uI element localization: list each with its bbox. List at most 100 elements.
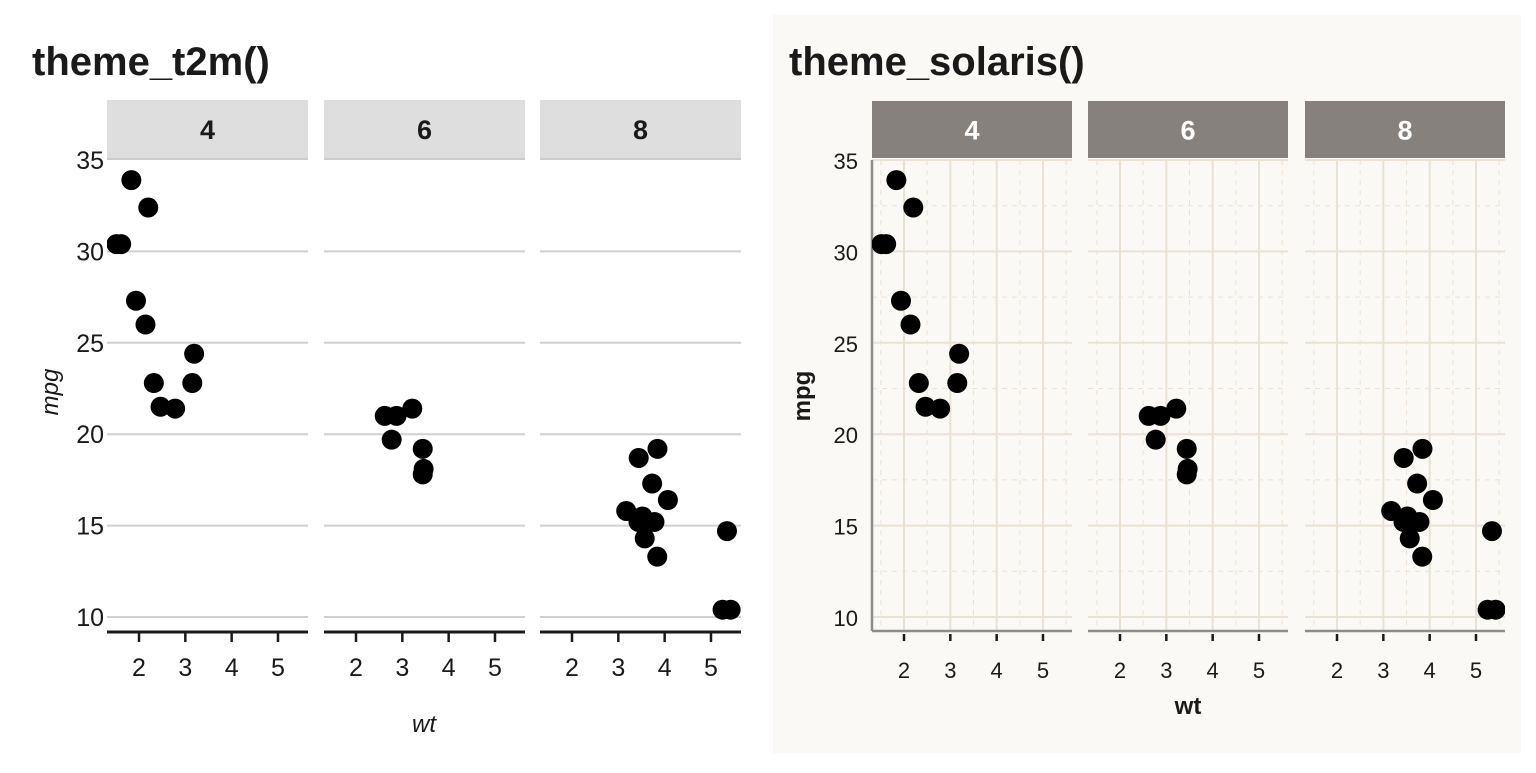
- data-points: [374, 398, 434, 485]
- data-point: [900, 314, 921, 335]
- data-point: [616, 500, 637, 521]
- data-point: [647, 546, 668, 567]
- data-point: [1176, 464, 1197, 485]
- facet-panel-6: 6 2 3 4 5: [1088, 101, 1288, 683]
- data-point: [886, 170, 907, 191]
- data-points: [872, 170, 970, 419]
- data-point: [1176, 438, 1197, 459]
- data-point: [1412, 546, 1433, 567]
- x-tick-label: 4: [225, 654, 239, 682]
- y-axis: 10 15 20 25 30 35: [76, 147, 104, 632]
- data-point: [647, 438, 668, 459]
- x-tick-label: 3: [611, 654, 625, 682]
- data-point: [1399, 515, 1420, 536]
- data-point: [150, 396, 171, 417]
- facet-panel-4: 4 2 3 4 5: [107, 100, 308, 682]
- plot-title: theme_t2m(): [32, 40, 270, 84]
- y-tick-label: 10: [76, 604, 104, 632]
- data-point: [890, 290, 911, 311]
- data-point: [1166, 398, 1187, 419]
- x-tick-label: 2: [565, 654, 579, 682]
- x-axis-title: wt: [1174, 693, 1202, 720]
- data-point: [1381, 500, 1402, 521]
- y-tick-label: 35: [76, 147, 104, 175]
- y-tick-label: 30: [76, 238, 104, 266]
- data-point: [402, 398, 423, 419]
- data-point: [125, 290, 146, 311]
- facet-panels: 4 2 3 4 5 6 2 3 4 5 8 2 3 4 5: [107, 100, 741, 682]
- y-tick-label: 25: [834, 332, 858, 357]
- data-point: [182, 373, 203, 394]
- data-point: [1485, 599, 1505, 620]
- facet-strip-label: 6: [1180, 116, 1195, 146]
- data-point: [386, 405, 407, 426]
- y-axis-title: mpg: [789, 371, 816, 422]
- y-tick-label: 20: [76, 421, 104, 449]
- x-tick-label: 3: [1160, 658, 1172, 683]
- y-axis: 10 15 20 25 30 35: [834, 149, 858, 631]
- facet-strip: [540, 100, 741, 158]
- x-tick-label: 3: [944, 658, 956, 683]
- x-tick-label: 2: [349, 654, 363, 682]
- data-point: [184, 343, 205, 364]
- data-point: [716, 521, 737, 542]
- data-point: [121, 170, 142, 191]
- x-tick-label: 4: [658, 654, 672, 682]
- facet-strip-label: 4: [200, 115, 215, 145]
- data-point: [720, 599, 741, 620]
- data-point: [412, 464, 433, 485]
- data-point: [634, 515, 655, 536]
- facet-strip: [107, 100, 308, 158]
- x-tick-label: 5: [1037, 658, 1049, 683]
- x-tick-label: 5: [271, 654, 285, 682]
- facet-strip: [1305, 101, 1505, 158]
- y-tick-label: 35: [834, 149, 858, 174]
- data-point: [1481, 521, 1502, 542]
- x-tick-label: 5: [488, 654, 502, 682]
- facet-strip: [872, 101, 1072, 158]
- x-tick-label: 3: [1377, 658, 1389, 683]
- data-point: [628, 447, 649, 468]
- x-tick-label: 4: [991, 658, 1003, 683]
- x-tick-label: 3: [395, 654, 409, 682]
- data-point: [143, 373, 164, 394]
- x-axis-title: wt: [412, 711, 437, 738]
- x-tick-label: 4: [442, 654, 456, 682]
- y-tick-label: 15: [76, 513, 104, 541]
- data-point: [1393, 447, 1414, 468]
- y-tick-label: 15: [834, 515, 858, 540]
- facet-strip-label: 8: [1397, 116, 1412, 146]
- facet-strip-label: 8: [633, 115, 648, 145]
- data-point: [135, 314, 156, 335]
- x-tick-label: 5: [1253, 658, 1265, 683]
- data-point: [872, 234, 892, 255]
- data-point: [1412, 438, 1433, 459]
- data-point: [1150, 405, 1171, 426]
- data-point: [381, 429, 402, 450]
- data-points: [616, 438, 741, 620]
- facet-panel-4: 4 2 3 4 5: [870, 101, 1072, 683]
- x-tick-label: 2: [1331, 658, 1343, 683]
- x-tick-label: 2: [132, 654, 146, 682]
- facet-strip-label: 4: [964, 116, 979, 146]
- y-axis-title: mpg: [37, 368, 64, 415]
- data-point: [1407, 473, 1428, 494]
- x-tick-label: 2: [1114, 658, 1126, 683]
- data-point: [930, 398, 951, 419]
- data-point: [657, 490, 678, 511]
- x-tick-label: 5: [1470, 658, 1482, 683]
- facet-panel-8: 8 2 3 4 5: [1305, 101, 1505, 683]
- data-point: [908, 373, 929, 394]
- data-point: [165, 398, 186, 419]
- data-point: [412, 438, 433, 459]
- facet-strip: [1088, 101, 1288, 158]
- y-tick-label: 30: [834, 240, 858, 265]
- y-tick-label: 10: [834, 606, 858, 631]
- x-tick-label: 3: [178, 654, 192, 682]
- x-tick-label: 4: [1207, 658, 1219, 683]
- data-point: [642, 473, 663, 494]
- data-points: [1138, 398, 1198, 485]
- data-point: [915, 396, 936, 417]
